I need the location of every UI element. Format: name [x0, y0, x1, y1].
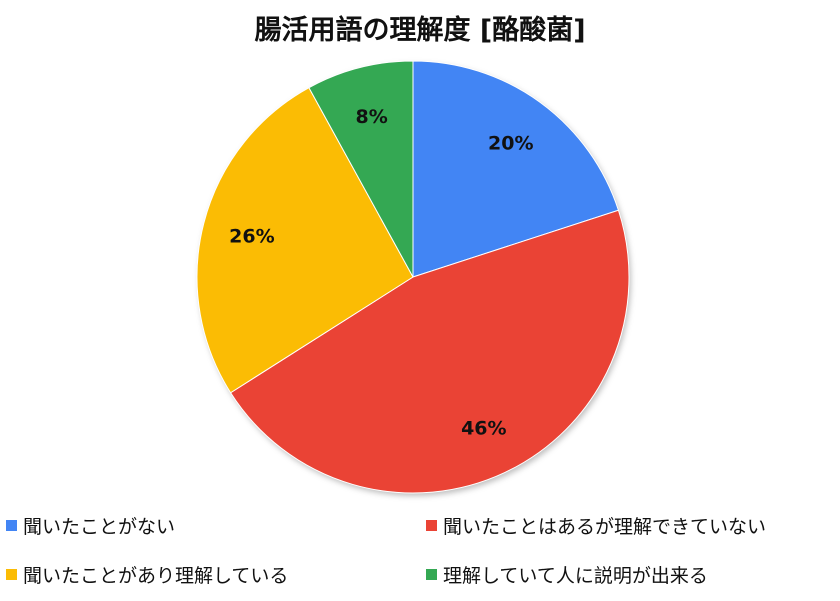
pie-slice	[196, 87, 414, 394]
legend-label: 理解していて人に説明が出来る	[443, 565, 708, 587]
slice-label: 8%	[356, 106, 388, 128]
slice-label: 26%	[229, 226, 274, 248]
pie-slice	[229, 209, 630, 494]
slice-label: 46%	[461, 417, 506, 439]
legend-swatch	[6, 569, 17, 580]
legend-label: 聞いたことがあり理解している	[23, 565, 289, 587]
legend-label: 聞いたことはあるが理解できていない	[443, 516, 767, 538]
legend-label: 聞いたことがない	[23, 516, 176, 538]
pie-slice	[308, 60, 414, 278]
legend-item: 理解していて人に説明が出来る	[426, 561, 836, 588]
pie-chart: 20% 46% 26% 8%	[196, 60, 630, 494]
pie-slice	[412, 60, 620, 278]
legend-item: 聞いたことがあり理解している	[6, 561, 426, 588]
legend-item: 聞いたことがない	[6, 512, 426, 539]
slice-label: 20%	[488, 132, 533, 154]
legend: 聞いたことがない 聞いたことはあるが理解できていない 聞いたことがあり理解してい…	[6, 512, 836, 588]
legend-item: 聞いたことはあるが理解できていない	[426, 512, 836, 539]
legend-swatch	[6, 520, 17, 531]
legend-swatch	[426, 569, 437, 580]
legend-swatch	[426, 520, 437, 531]
chart-title: 腸活用語の理解度 [酪酸菌]	[254, 15, 586, 46]
